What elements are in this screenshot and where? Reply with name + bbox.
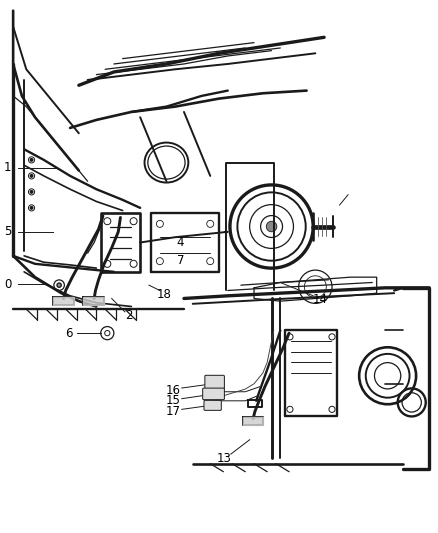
FancyBboxPatch shape [205, 375, 224, 389]
Circle shape [30, 191, 33, 193]
Polygon shape [53, 297, 74, 305]
Polygon shape [83, 297, 104, 305]
Circle shape [57, 283, 61, 287]
Text: 18: 18 [157, 288, 172, 301]
Text: 2: 2 [125, 309, 133, 322]
Circle shape [30, 159, 33, 161]
Polygon shape [243, 417, 263, 425]
Text: 14: 14 [312, 293, 327, 306]
FancyBboxPatch shape [203, 388, 224, 400]
Text: 6: 6 [65, 327, 73, 340]
Text: 13: 13 [217, 452, 232, 465]
Text: 5: 5 [4, 225, 11, 238]
Circle shape [266, 221, 277, 232]
Circle shape [30, 207, 33, 209]
Text: 4: 4 [177, 236, 184, 249]
FancyBboxPatch shape [204, 400, 221, 410]
Text: 0: 0 [4, 278, 11, 290]
Text: 17: 17 [166, 405, 180, 418]
Text: 7: 7 [177, 254, 184, 266]
Text: 1: 1 [4, 161, 12, 174]
Text: 16: 16 [166, 384, 180, 397]
Circle shape [30, 175, 33, 177]
Text: 15: 15 [166, 394, 180, 407]
